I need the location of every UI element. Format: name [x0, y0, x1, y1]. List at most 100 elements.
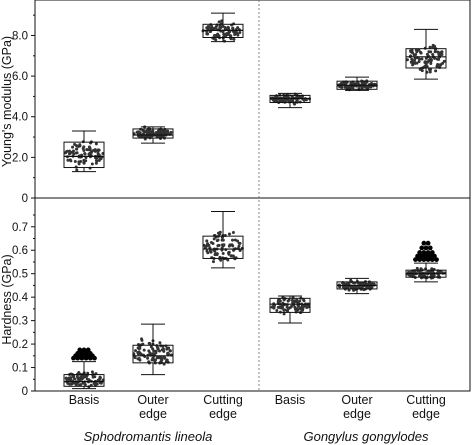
- axes-layer: [31, 0, 471, 392]
- plot-frame: [34, 0, 471, 392]
- data-point: [436, 50, 440, 54]
- data-point: [79, 160, 83, 164]
- outlier-point: [432, 253, 437, 259]
- outlier-point: [425, 240, 431, 246]
- y-tick-label: 0.7: [12, 222, 28, 234]
- data-point: [211, 242, 215, 246]
- data-point: [429, 50, 433, 54]
- data-point: [154, 358, 158, 362]
- data-point: [206, 32, 210, 36]
- box-modulus-2: [201, 12, 244, 43]
- data-point: [78, 144, 82, 148]
- data-point: [221, 238, 225, 242]
- data-point: [349, 81, 353, 85]
- data-point: [429, 68, 433, 72]
- data-point: [90, 162, 94, 166]
- data-point: [220, 243, 224, 247]
- x-category-label: Outer: [137, 393, 168, 407]
- data-point: [287, 306, 291, 310]
- data-point: [437, 57, 441, 61]
- data-point: [99, 157, 103, 161]
- data-point: [75, 168, 79, 172]
- data-point: [85, 374, 89, 378]
- data-point: [409, 60, 413, 64]
- outlier-point: [75, 351, 81, 356]
- data-point: [429, 270, 433, 274]
- data-point: [212, 37, 216, 41]
- data-point: [302, 299, 306, 303]
- data-point: [142, 132, 146, 136]
- data-point: [236, 26, 240, 30]
- data-point: [151, 352, 155, 356]
- data-point: [142, 129, 146, 133]
- box-modulus-1: [132, 125, 174, 144]
- data-point: [74, 383, 78, 387]
- data-point: [215, 239, 219, 243]
- data-point: [442, 59, 446, 63]
- data-point: [405, 58, 409, 62]
- x-category-label: edge: [209, 407, 237, 421]
- data-point: [162, 362, 166, 366]
- data-point: [214, 25, 218, 29]
- data-point: [205, 239, 209, 243]
- data-point: [418, 50, 422, 54]
- data-point: [411, 270, 415, 274]
- data-point: [420, 57, 424, 61]
- data-point: [216, 244, 220, 248]
- data-point: [217, 20, 221, 24]
- outlier-point: [77, 347, 83, 353]
- data-point: [71, 145, 75, 149]
- x-category-label: Basis: [275, 393, 306, 407]
- y-axis-label: Young's modulus (GPa): [0, 36, 14, 167]
- data-point: [438, 65, 442, 69]
- box-hardness-1: [132, 323, 174, 376]
- data-point: [417, 59, 421, 63]
- y-axis-label: Hardness (GPa): [0, 254, 14, 344]
- data-point: [155, 345, 159, 349]
- outlier-point: [81, 347, 87, 353]
- data-point: [238, 31, 242, 35]
- data-point: [352, 288, 356, 292]
- data-point: [413, 57, 417, 61]
- data-point: [294, 300, 298, 304]
- data-point: [208, 248, 212, 252]
- data-point: [75, 147, 79, 151]
- data-point: [238, 249, 242, 253]
- outlier-point: [421, 250, 427, 255]
- outlier-point: [429, 257, 435, 263]
- box-hardness-2: [202, 211, 244, 269]
- data-point: [364, 85, 368, 89]
- data-point: [93, 149, 97, 153]
- data-point: [436, 63, 440, 67]
- data-point: [426, 60, 430, 64]
- data-point: [298, 100, 302, 104]
- marks-layer: [63, 12, 447, 390]
- data-point: [227, 244, 231, 248]
- data-point: [227, 232, 231, 236]
- data-point: [74, 165, 78, 169]
- data-point: [286, 299, 290, 303]
- data-point: [414, 53, 418, 57]
- data-point: [69, 382, 73, 386]
- outlier-point: [421, 257, 427, 263]
- data-point: [138, 346, 142, 350]
- data-point: [428, 45, 432, 49]
- data-point: [414, 48, 418, 52]
- data-point: [154, 351, 158, 355]
- y-tick-label: 6.0: [12, 71, 28, 83]
- data-point: [428, 70, 432, 74]
- data-point: [413, 61, 417, 65]
- data-point: [237, 244, 241, 248]
- y-tick-label: 4.0: [12, 112, 28, 124]
- data-point: [225, 32, 229, 36]
- data-point: [232, 37, 236, 41]
- data-point: [410, 57, 414, 61]
- data-point: [66, 158, 70, 162]
- y-tick-label: 2.0: [12, 152, 28, 164]
- box-iqr: [132, 344, 174, 364]
- data-point: [64, 376, 68, 380]
- data-point: [73, 159, 77, 163]
- data-point: [149, 345, 153, 349]
